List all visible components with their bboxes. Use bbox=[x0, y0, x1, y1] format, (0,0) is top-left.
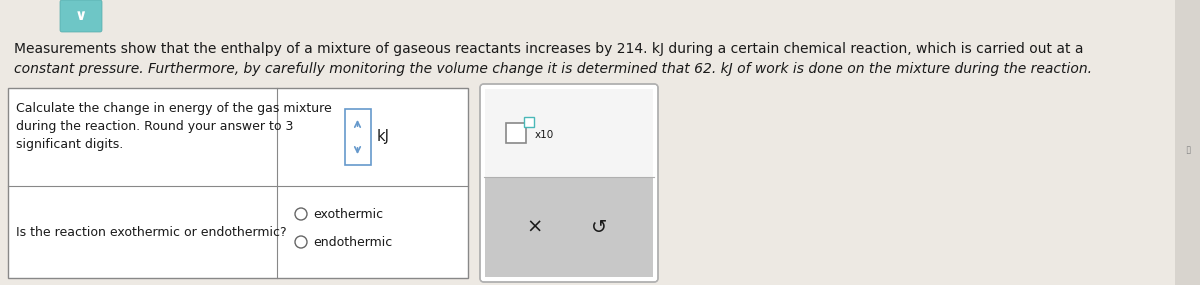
Text: endothermic: endothermic bbox=[313, 235, 392, 249]
FancyBboxPatch shape bbox=[480, 84, 658, 282]
Text: ▯: ▯ bbox=[1184, 145, 1190, 155]
Bar bbox=[485, 89, 653, 177]
Bar bbox=[485, 177, 653, 277]
Bar bbox=[1175, 0, 1200, 285]
Text: exothermic: exothermic bbox=[313, 207, 383, 221]
Text: x10: x10 bbox=[535, 129, 554, 139]
Circle shape bbox=[295, 236, 307, 248]
Text: during the reaction. Round your answer to 3: during the reaction. Round your answer t… bbox=[16, 120, 293, 133]
Bar bbox=[8, 88, 468, 278]
Circle shape bbox=[295, 208, 307, 220]
Text: Is the reaction exothermic or endothermic?: Is the reaction exothermic or endothermi… bbox=[16, 225, 287, 239]
Bar bbox=[524, 117, 534, 127]
Bar bbox=[344, 109, 371, 165]
Text: ×: × bbox=[527, 218, 544, 237]
Text: Measurements show that the enthalpy of a mixture of gaseous reactants increases : Measurements show that the enthalpy of a… bbox=[14, 42, 1084, 56]
Text: kJ: kJ bbox=[377, 129, 390, 144]
Text: constant pressure. Furthermore, by carefully monitoring the volume change it is : constant pressure. Furthermore, by caref… bbox=[14, 62, 1092, 76]
Text: significant digits.: significant digits. bbox=[16, 138, 124, 151]
Text: ↺: ↺ bbox=[592, 218, 607, 237]
Text: ∨: ∨ bbox=[74, 9, 88, 23]
Bar bbox=[506, 123, 526, 142]
Text: Calculate the change in energy of the gas mixture: Calculate the change in energy of the ga… bbox=[16, 102, 331, 115]
FancyBboxPatch shape bbox=[60, 0, 102, 32]
